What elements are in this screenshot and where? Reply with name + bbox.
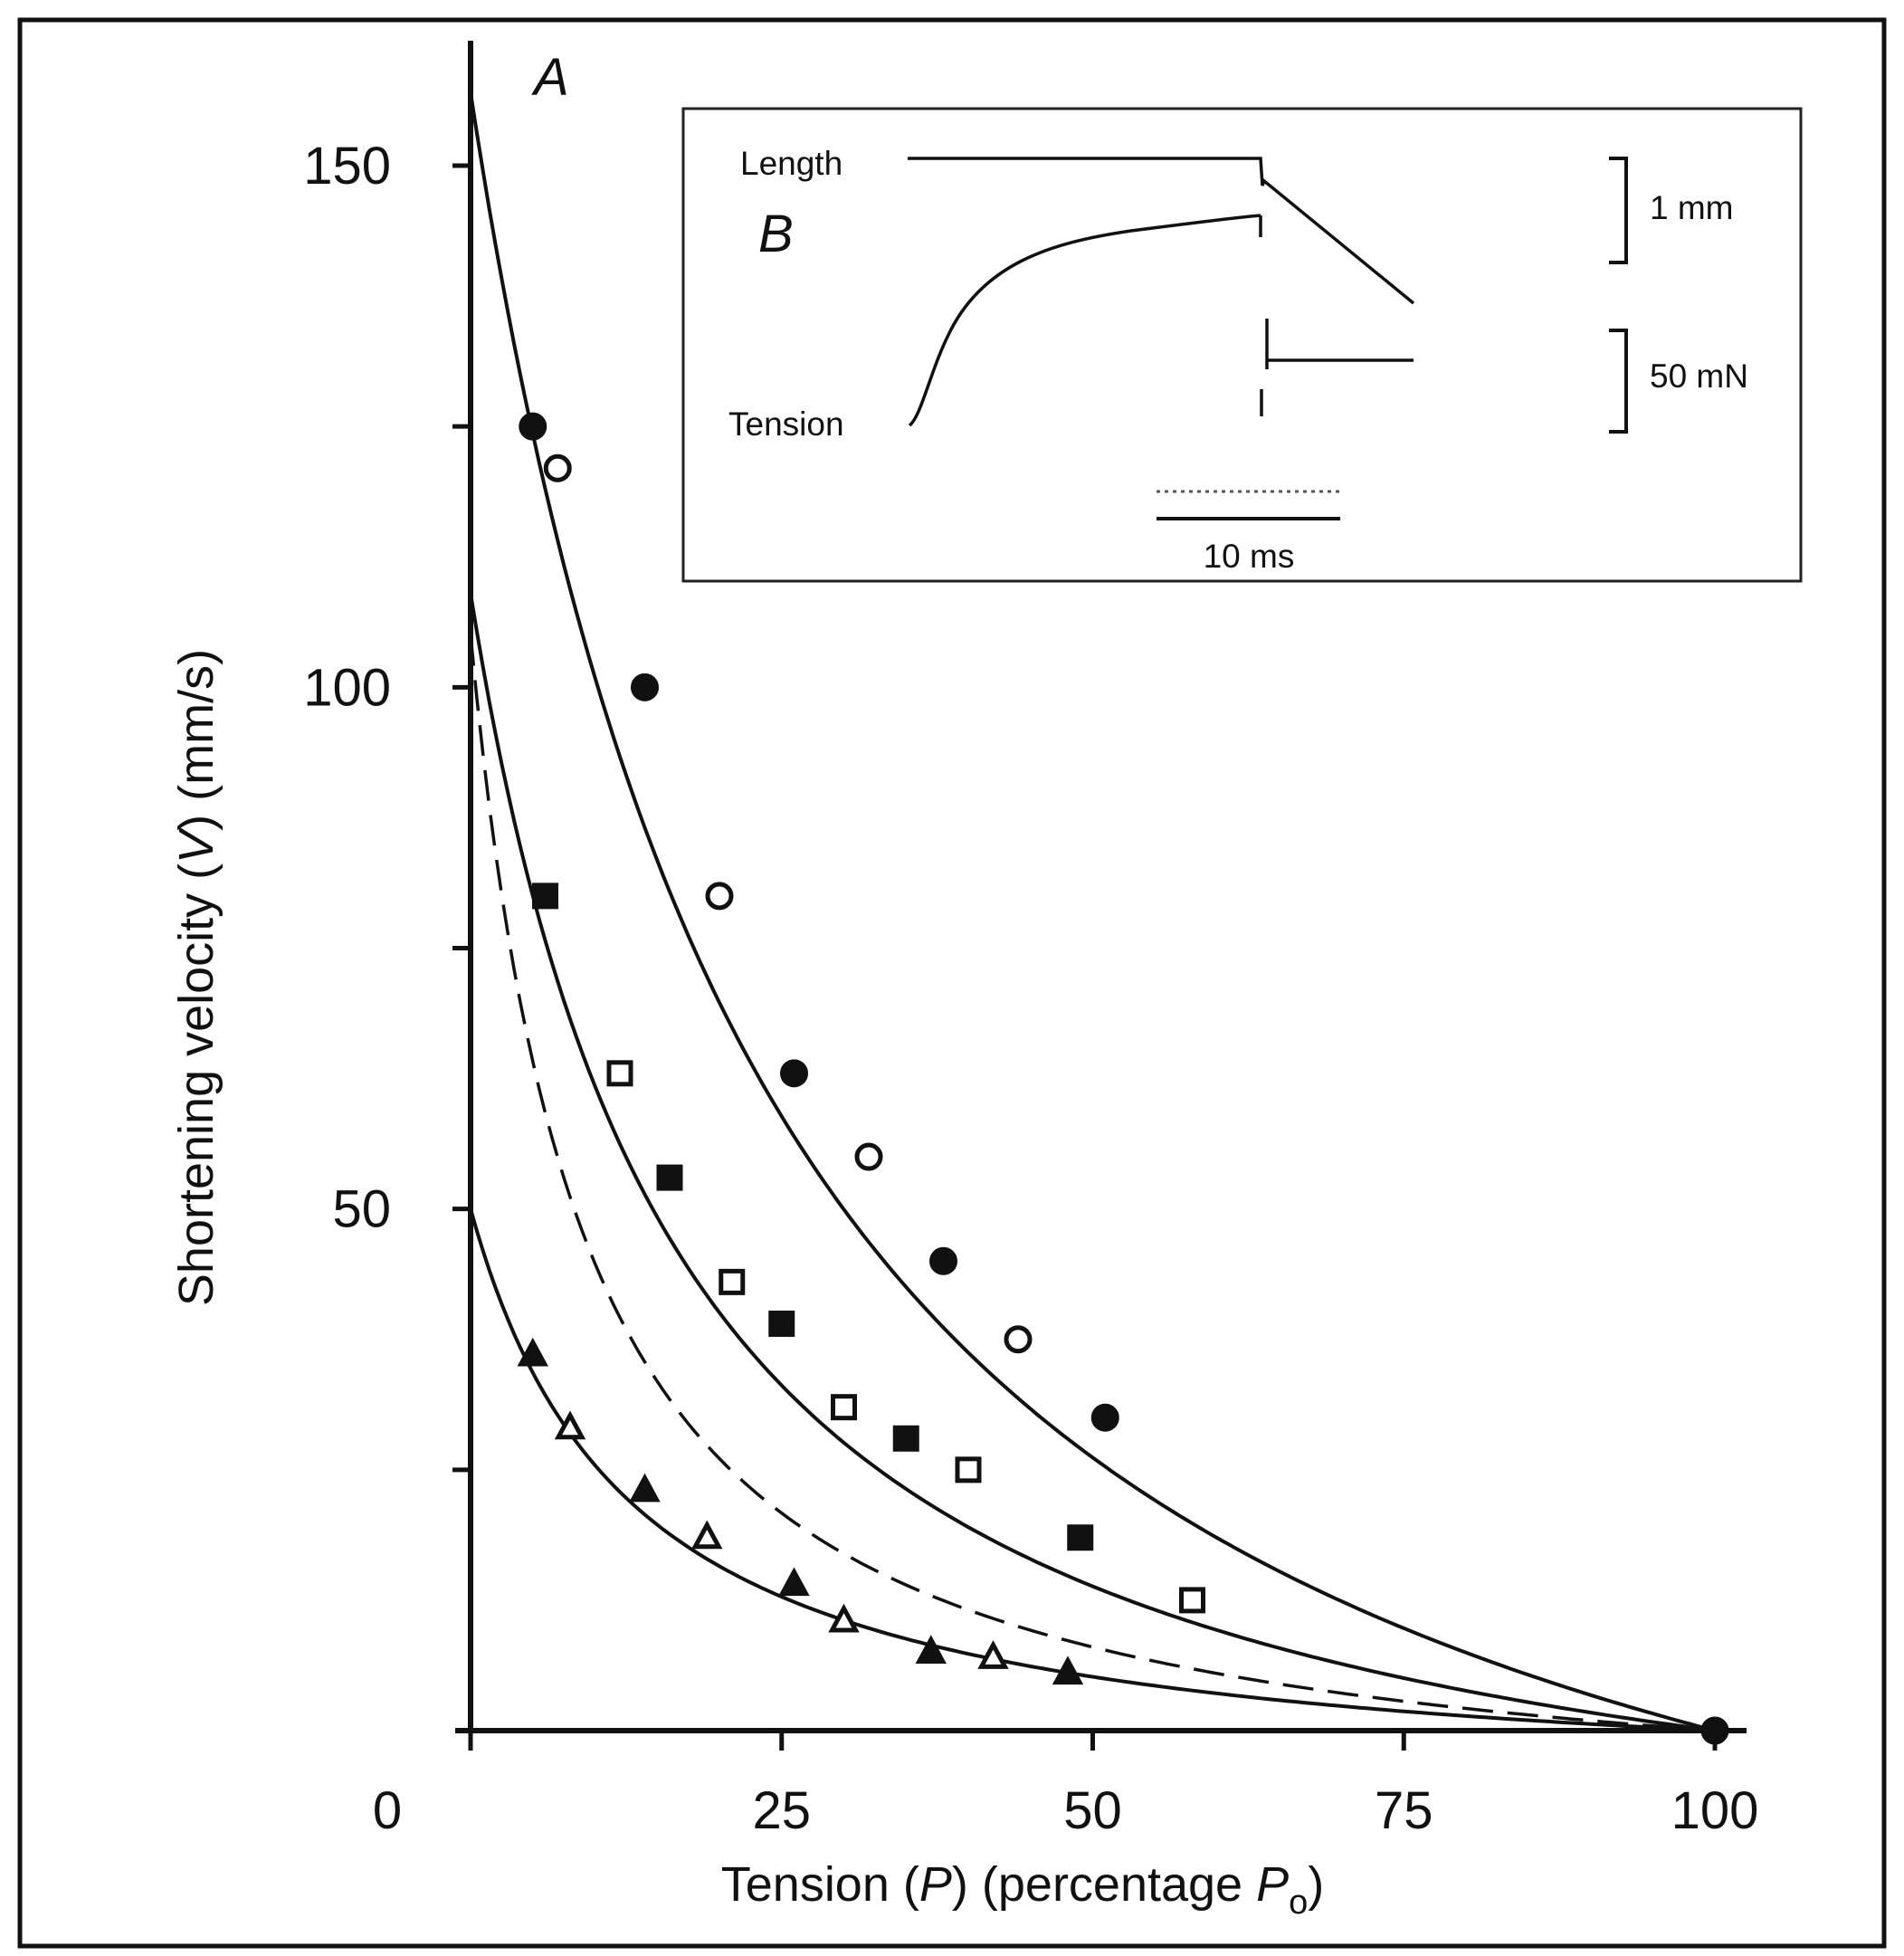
open-square-marker	[606, 1060, 633, 1087]
y-tick-label: 150	[303, 137, 391, 196]
x-axis-title: Tension (P) (percentage Po)	[721, 1857, 1325, 1922]
open-square-marker	[719, 1268, 746, 1295]
x-tick-label: 100	[1671, 1781, 1759, 1840]
filled-circle-marker	[780, 1059, 808, 1088]
open-circle-marker	[705, 882, 734, 911]
x-tick-label: 75	[1375, 1781, 1433, 1840]
open-circle-marker	[1004, 1325, 1033, 1354]
length-scale-label: 1 mm	[1650, 189, 1734, 226]
tension-scale-label: 50 mN	[1650, 358, 1748, 395]
x-tick-label: 0	[373, 1781, 402, 1840]
x-tick-label: 25	[752, 1781, 811, 1840]
open-square-marker	[955, 1456, 982, 1484]
tension-trace-label: Tension	[728, 406, 844, 443]
filled-circle-marker	[519, 412, 547, 441]
fitted-curves	[469, 91, 1716, 1732]
filled-triangle-marker	[1052, 1655, 1084, 1685]
filled-square-marker	[1067, 1524, 1094, 1551]
plot-area: 0 25 50 75 100 50 100 150	[303, 41, 1758, 1840]
open-triangle-marker	[691, 1520, 723, 1550]
curve-triangles	[469, 1208, 1716, 1732]
panel-b-label: B	[758, 205, 794, 263]
open-circle-marker	[854, 1142, 883, 1171]
length-trace	[908, 157, 1415, 305]
tension-scale-bar	[1609, 329, 1628, 434]
tension-trace	[908, 214, 1261, 427]
filled-triangle-marker	[778, 1567, 810, 1597]
y-ticks: 50 100 150	[303, 137, 471, 1473]
time-scale-label: 10 ms	[1204, 538, 1295, 575]
inset-panel-b: B Length Tension 1 mm 50 mN 10 ms	[681, 107, 1803, 583]
filled-triangle-marker	[517, 1337, 548, 1367]
filled-triangle-marker	[915, 1635, 947, 1665]
filled-triangle-marker	[629, 1473, 661, 1503]
y-axis-title: Shortening velocity (V) (mm/s)	[169, 649, 224, 1306]
open-triangle-marker	[828, 1603, 860, 1633]
inset-frame	[681, 107, 1803, 583]
y-tick-label: 50	[332, 1180, 391, 1239]
open-triangle-marker	[977, 1640, 1009, 1669]
x-tick-label: 50	[1063, 1781, 1122, 1840]
open-circle-marker	[543, 453, 572, 482]
data-markers	[517, 412, 1729, 1745]
filled-circle-marker	[1090, 1403, 1119, 1432]
filled-circle-marker	[631, 673, 659, 701]
length-trace-label: Length	[740, 145, 843, 182]
open-square-marker	[1179, 1587, 1205, 1614]
open-triangle-marker	[554, 1410, 586, 1440]
y-tick-label: 100	[303, 658, 391, 717]
length-scale-bar	[1609, 157, 1628, 264]
filled-square-marker	[656, 1164, 683, 1191]
filled-square-marker	[532, 883, 558, 910]
filled-square-marker	[892, 1425, 919, 1452]
curve-dashed	[469, 635, 1716, 1732]
panel-a-label: A	[531, 48, 569, 107]
filled-square-marker	[768, 1310, 795, 1337]
filled-circle-marker	[1700, 1716, 1729, 1745]
curve-circles	[469, 91, 1716, 1732]
open-square-marker	[831, 1394, 857, 1421]
curve-squares	[469, 593, 1716, 1732]
tension-step-trace	[1259, 215, 1414, 416]
filled-circle-marker	[929, 1246, 957, 1275]
